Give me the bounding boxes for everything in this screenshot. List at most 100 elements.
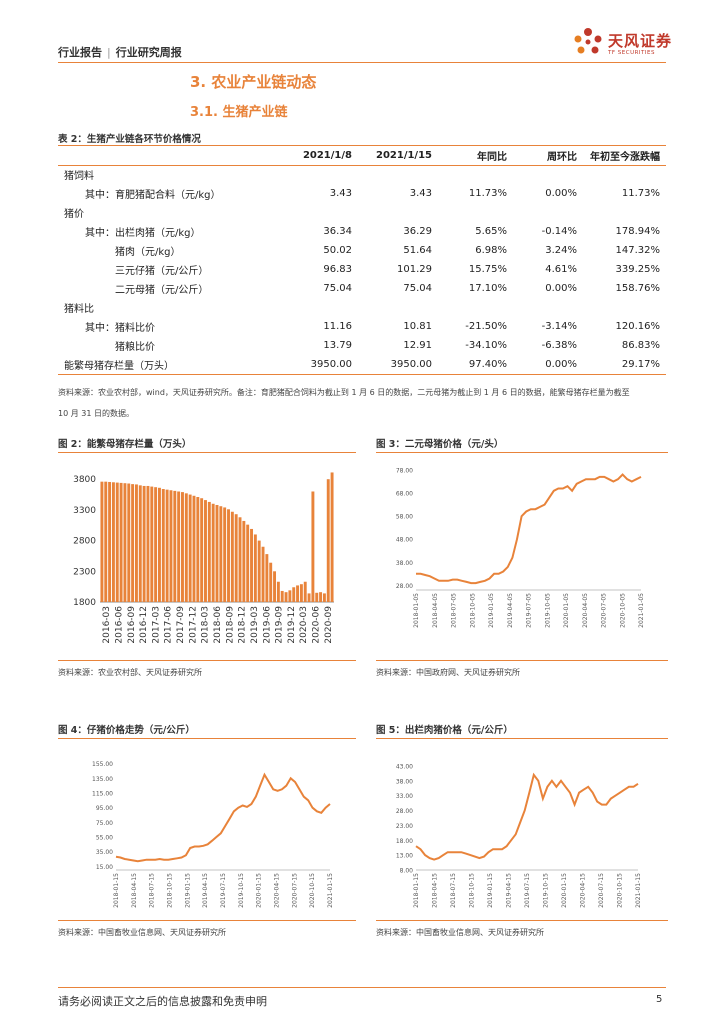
x-tick-label: 2019-03 — [250, 606, 260, 644]
brand-logo-icon — [574, 28, 602, 54]
table-cell — [438, 298, 513, 317]
bar — [311, 491, 315, 602]
table-row-label: 猪价 — [64, 209, 84, 220]
table-cell — [438, 203, 513, 222]
x-tick-label: 2020-04-05 — [582, 593, 589, 628]
bar — [192, 495, 196, 602]
report-header: 行业报告 | 行业研究周报 — [58, 44, 182, 60]
table-row-label: 猪饲料 — [64, 171, 94, 183]
x-tick-label: 2018-01-15 — [413, 873, 420, 908]
fig5-title-rule — [376, 738, 668, 739]
table-cell — [583, 203, 666, 222]
bar — [111, 482, 115, 602]
y-tick-label: 43.00 — [396, 763, 413, 770]
table-cell — [513, 298, 583, 317]
table-cell: 3.43 — [409, 188, 432, 199]
table-title: 表 2：生猪产业链各环节价格情况 — [58, 134, 201, 145]
x-tick-label: 2018-07-15 — [149, 873, 156, 908]
x-tick-label: 2020-03 — [299, 606, 309, 644]
x-tick-label: 2016-09 — [127, 606, 137, 644]
table-cell — [358, 298, 438, 317]
table-cell — [583, 165, 666, 184]
bar — [238, 517, 242, 602]
y-tick-label: 155.00 — [92, 761, 113, 768]
table-cell — [513, 165, 583, 184]
bar — [269, 562, 273, 602]
table-cell: 11.16 — [323, 321, 352, 332]
x-tick-label: 2020-01-15 — [561, 873, 568, 908]
y-tick-label: 18.00 — [396, 838, 413, 845]
bar — [161, 489, 165, 602]
y-tick-label: 33.00 — [396, 793, 413, 800]
fig5-source-rule — [376, 920, 668, 921]
y-tick-label: 13.00 — [396, 853, 413, 860]
y-tick-label: 3800 — [73, 475, 96, 485]
bar — [104, 481, 108, 602]
bar — [276, 581, 280, 602]
table-cell: -0.14% — [541, 226, 577, 237]
footer-disclaimer: 请务必阅读正文之后的信息披露和免责申明 — [58, 995, 267, 1008]
table-cell: 11.73% — [621, 188, 660, 199]
table-cell: 0.00% — [545, 283, 577, 294]
bar — [119, 482, 123, 602]
x-tick-label: 2018-04-05 — [432, 593, 439, 628]
bar — [223, 507, 227, 602]
fig5-source: 资料来源：中国畜牧业信息网、天风证券研究所 — [376, 928, 544, 937]
table-cell: 36.29 — [403, 226, 432, 237]
y-tick-label: 15.00 — [96, 864, 113, 871]
table-cell: 3.24% — [545, 245, 577, 256]
table-row: 猪粮比价 13.79 12.91 -34.10% -6.38% 86.83% — [58, 336, 666, 355]
x-tick-label: 2019-04-05 — [507, 593, 514, 628]
table-cell — [438, 165, 513, 184]
bar — [150, 486, 154, 602]
bar — [319, 592, 323, 602]
bar — [250, 528, 253, 602]
bar — [230, 511, 234, 602]
table-note: 资料来源：农业农村部，wind，天风证券研究所。备注：育肥猪配合饲料为截止到 1… — [58, 382, 668, 424]
table-cell: 3950.00 — [278, 355, 358, 375]
table-cell: 75.04 — [323, 283, 352, 294]
fig2-chart: 3800 3300 2800 2300 1800 2016-03 2016-06 2016-0… — [73, 472, 334, 644]
y-tick-label: 3300 — [73, 506, 96, 516]
y-tick-label: 48.00 — [396, 537, 413, 544]
table-header-row: 2021/1/8 2021/1/15 年同比 周环比 年初至今涨跌幅 — [58, 146, 666, 166]
table-header-cell: 周环比 — [513, 146, 583, 166]
x-tick-label: 2018-10-15 — [469, 873, 476, 908]
x-tick-label: 2017-09 — [176, 606, 186, 644]
x-tick-label: 2016-12 — [139, 606, 149, 644]
bar — [196, 497, 200, 602]
x-tick-label: 2018-03 — [201, 606, 211, 644]
header-divider — [58, 62, 666, 63]
y-tick-label: 38.00 — [396, 778, 413, 785]
x-tick-label: 2021-01-15 — [635, 873, 642, 908]
header-separator: | — [107, 46, 111, 59]
bar — [296, 585, 300, 602]
table-cell — [278, 298, 358, 317]
bar — [242, 520, 246, 602]
x-tick-label: 2021-01-05 — [638, 593, 645, 628]
table-cell: 29.17% — [583, 355, 666, 375]
y-tick-label: 28.00 — [396, 808, 413, 815]
bar — [207, 501, 211, 602]
subsection-heading: 3.1. 生猪产业链 — [190, 105, 288, 120]
table-row: 三元仔猪（元/公斤） 96.83 101.29 15.75% 4.61% 339.25% — [58, 260, 666, 279]
bar — [200, 498, 204, 602]
table-header-cell: 2021/1/15 — [358, 146, 438, 166]
y-tick-label: 28.00 — [396, 583, 413, 590]
table-cell: 4.61% — [545, 264, 577, 275]
table-cell: 0.00% — [545, 188, 577, 199]
x-tick-label: 2019-10-15 — [543, 873, 550, 908]
x-tick-label: 2018-04-15 — [131, 873, 138, 908]
x-tick-label: 2020-04-15 — [580, 873, 587, 908]
x-tick-label: 2018-06 — [213, 606, 223, 644]
page-number: 5 — [656, 994, 663, 1005]
table-row: 猪价 — [58, 203, 666, 222]
bar — [123, 483, 127, 602]
bar — [322, 593, 326, 602]
bar — [211, 503, 215, 602]
x-tick-label: 2018-12 — [238, 606, 248, 644]
bar — [127, 483, 131, 602]
x-tick-label: 2018-01-05 — [413, 593, 420, 628]
table-cell — [278, 165, 358, 184]
y-tick-label: 8.00 — [400, 868, 414, 875]
